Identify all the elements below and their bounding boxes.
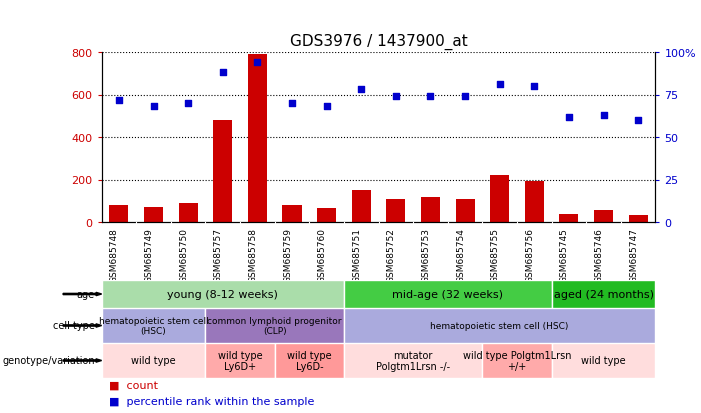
Text: wild type
Ly6D-: wild type Ly6D- xyxy=(287,350,332,371)
Bar xyxy=(317,209,336,223)
Text: GSM685745: GSM685745 xyxy=(560,227,569,282)
Bar xyxy=(205,343,275,378)
Point xyxy=(148,104,159,110)
Bar xyxy=(344,343,482,378)
Point xyxy=(252,60,263,66)
Bar xyxy=(275,343,344,378)
Bar xyxy=(109,206,128,223)
Bar xyxy=(490,176,509,223)
Text: GSM685747: GSM685747 xyxy=(629,227,638,282)
Text: cell type: cell type xyxy=(53,321,95,331)
Bar xyxy=(213,121,232,223)
Text: GSM685755: GSM685755 xyxy=(491,227,500,282)
Bar xyxy=(386,199,405,223)
Bar xyxy=(102,343,205,378)
Text: ■  count: ■ count xyxy=(109,380,158,390)
Bar xyxy=(482,343,552,378)
Text: aged (24 months): aged (24 months) xyxy=(554,289,653,299)
Point xyxy=(632,117,644,124)
Title: GDS3976 / 1437900_at: GDS3976 / 1437900_at xyxy=(290,34,468,50)
Text: ■  percentile rank within the sample: ■ percentile rank within the sample xyxy=(109,396,314,406)
Bar xyxy=(552,343,655,378)
Text: common lymphoid progenitor
(CLP): common lymphoid progenitor (CLP) xyxy=(207,316,342,335)
Bar xyxy=(629,215,648,223)
Bar xyxy=(594,211,613,223)
Bar xyxy=(102,280,344,308)
Text: wild type Polgtm1Lrsn
+/+: wild type Polgtm1Lrsn +/+ xyxy=(463,350,571,371)
Bar xyxy=(344,308,655,343)
Point xyxy=(114,97,125,104)
Bar xyxy=(525,181,544,223)
Bar xyxy=(144,208,163,223)
Text: GSM685750: GSM685750 xyxy=(179,227,188,282)
Bar xyxy=(102,308,205,343)
Text: genotype/variation: genotype/variation xyxy=(2,356,95,366)
Text: GSM685756: GSM685756 xyxy=(525,227,534,282)
Text: hematopoietic stem cell (HSC): hematopoietic stem cell (HSC) xyxy=(430,321,569,330)
Text: young (8-12 weeks): young (8-12 weeks) xyxy=(168,289,278,299)
Point xyxy=(321,104,332,110)
Point xyxy=(494,82,505,88)
Bar xyxy=(552,280,655,308)
Text: GSM685758: GSM685758 xyxy=(248,227,257,282)
Text: GSM685749: GSM685749 xyxy=(144,227,154,282)
Text: GSM685751: GSM685751 xyxy=(352,227,361,282)
Text: GSM685759: GSM685759 xyxy=(283,227,292,282)
Point xyxy=(459,94,470,100)
Text: GSM685753: GSM685753 xyxy=(421,227,430,282)
Point xyxy=(529,83,540,90)
Bar xyxy=(352,191,371,223)
Bar xyxy=(179,203,198,223)
Text: GSM685754: GSM685754 xyxy=(456,227,465,282)
Point xyxy=(564,114,575,121)
Point xyxy=(217,70,229,76)
Bar xyxy=(283,206,301,223)
Text: wild type: wild type xyxy=(581,356,626,366)
Bar xyxy=(559,214,578,223)
Text: GSM685752: GSM685752 xyxy=(387,227,396,282)
Bar xyxy=(456,199,475,223)
Bar xyxy=(421,197,440,223)
Bar xyxy=(205,308,344,343)
Point xyxy=(182,100,193,107)
Text: GSM685748: GSM685748 xyxy=(110,227,119,282)
Text: wild type
Ly6D+: wild type Ly6D+ xyxy=(218,350,262,371)
Text: hematopoietic stem cell
(HSC): hematopoietic stem cell (HSC) xyxy=(99,316,208,335)
Point xyxy=(390,94,402,100)
Bar xyxy=(344,280,552,308)
Text: mid-age (32 weeks): mid-age (32 weeks) xyxy=(393,289,503,299)
Point xyxy=(355,87,367,93)
Point xyxy=(598,112,609,119)
Text: GSM685757: GSM685757 xyxy=(214,227,223,282)
Text: GSM685746: GSM685746 xyxy=(594,227,604,282)
Point xyxy=(287,100,298,107)
Bar xyxy=(248,55,267,223)
Point xyxy=(425,94,436,100)
Text: age: age xyxy=(76,289,95,299)
Text: wild type: wild type xyxy=(131,356,176,366)
Text: GSM685760: GSM685760 xyxy=(318,227,327,282)
Text: mutator
Polgtm1Lrsn -/-: mutator Polgtm1Lrsn -/- xyxy=(376,350,450,371)
